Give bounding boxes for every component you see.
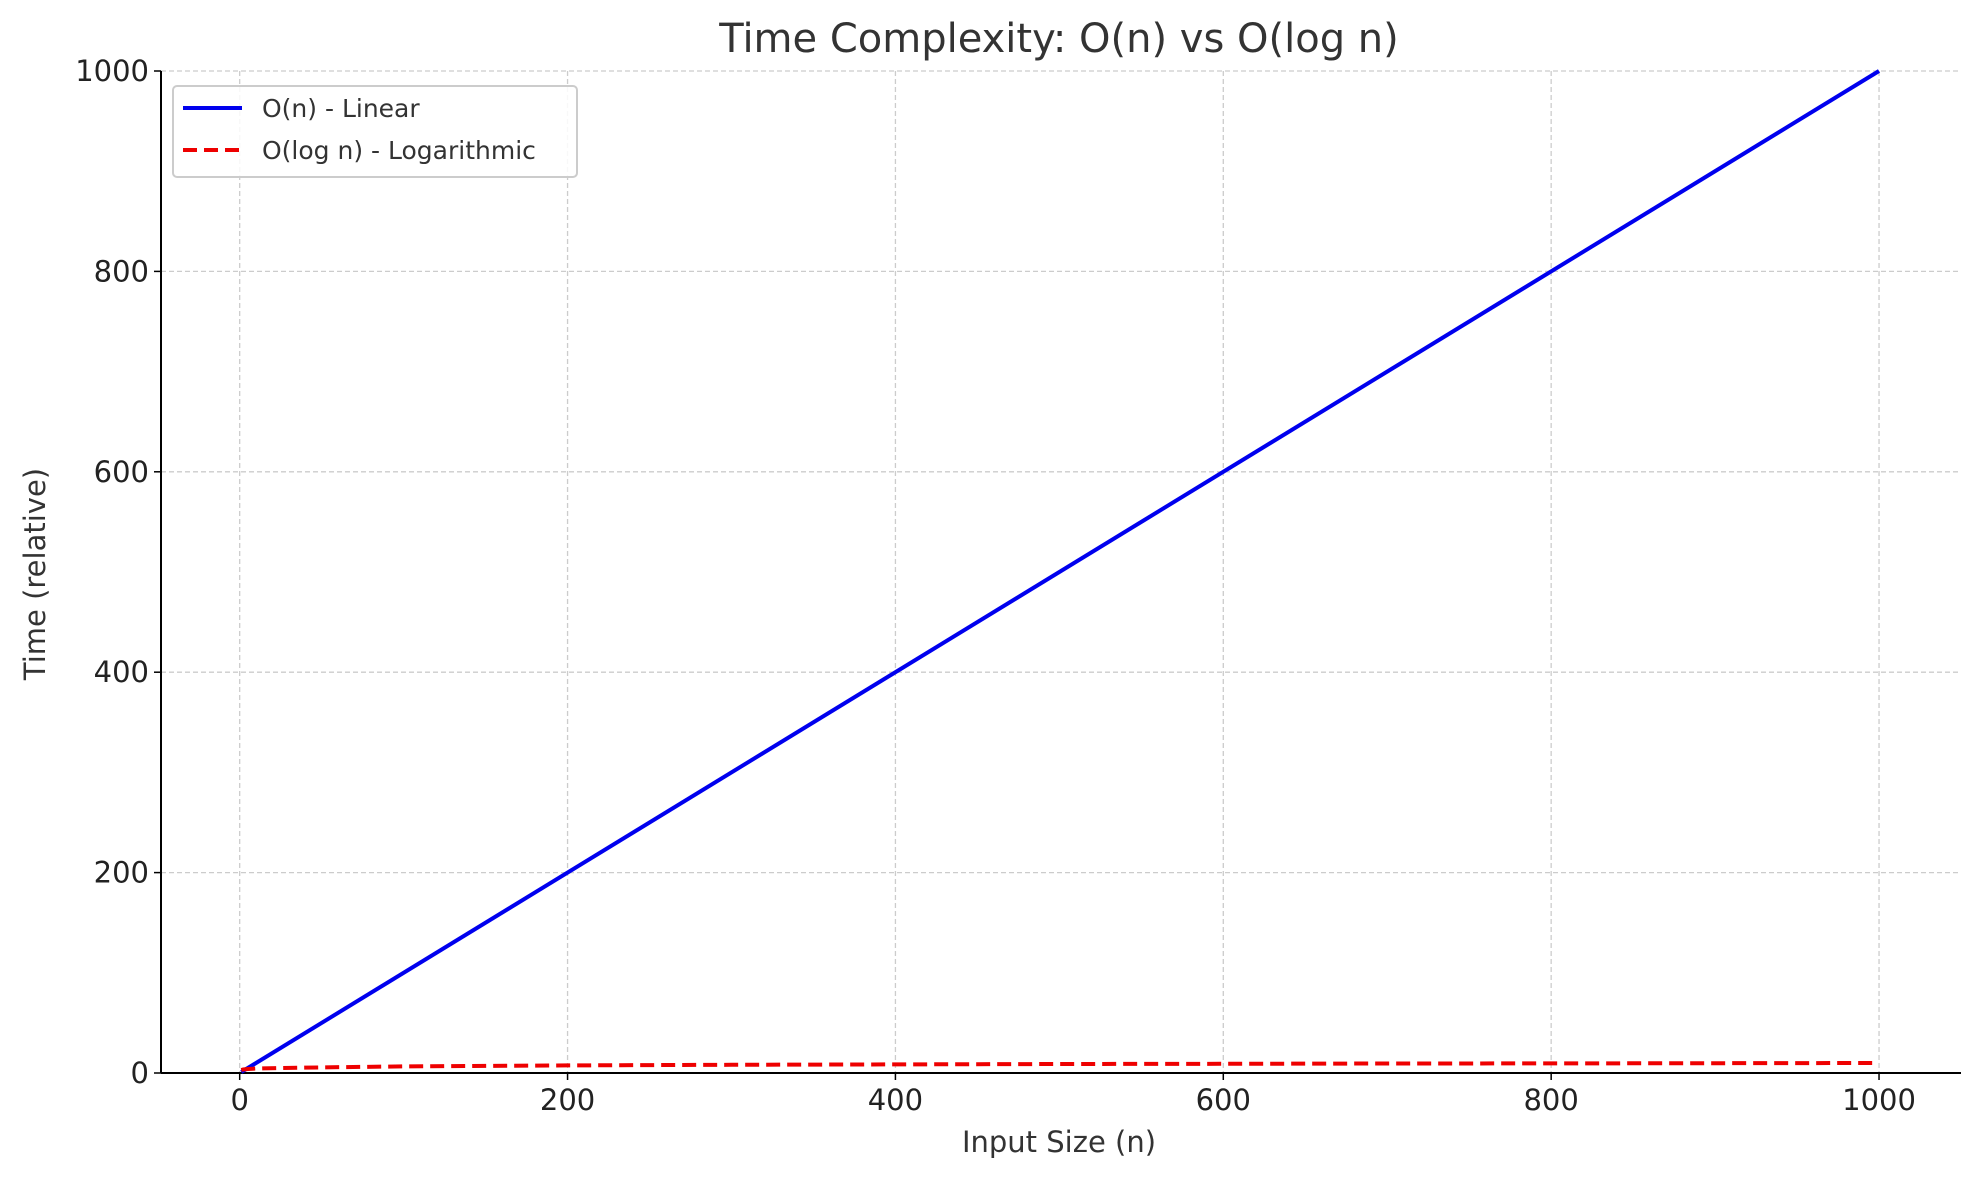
series-line-logarithmic bbox=[240, 1061, 1880, 1072]
legend-box bbox=[172, 85, 578, 178]
axes bbox=[160, 71, 1961, 1074]
y-tick-label: 400 bbox=[94, 655, 149, 689]
series bbox=[240, 69, 1881, 1074]
chart-title: Time Complexity: O(n) vs O(log n) bbox=[718, 16, 1399, 62]
x-tick-label: 800 bbox=[1523, 1083, 1578, 1117]
x-tick-label: 400 bbox=[868, 1083, 923, 1117]
y-tick-label: 600 bbox=[94, 455, 149, 489]
x-tick-label: 1000 bbox=[1842, 1083, 1916, 1117]
y-tick-label: 1000 bbox=[75, 54, 149, 88]
series-line-linear bbox=[240, 69, 1881, 1074]
y-tick-label: 800 bbox=[94, 254, 149, 288]
x-tick-label: 200 bbox=[540, 1083, 595, 1117]
x-tick-label: 600 bbox=[1196, 1083, 1251, 1117]
legend-label-logarithmic: O(log n) - Logarithmic bbox=[262, 136, 536, 165]
x-axis-label: Input Size (n) bbox=[962, 1125, 1156, 1159]
ticks: 0 200 400 600 800 1000 0 200 400 600 800 1000 bbox=[75, 54, 1916, 1117]
x-tick-label: 0 bbox=[230, 1083, 248, 1117]
y-axis-label: Time (relative) bbox=[18, 468, 52, 681]
legend: O(n) - Linear O(log n) - Logarithmic bbox=[172, 85, 578, 178]
legend-label-linear: O(n) - Linear bbox=[262, 94, 420, 123]
y-tick-label: 0 bbox=[131, 1056, 149, 1090]
y-tick-label: 200 bbox=[94, 856, 149, 890]
